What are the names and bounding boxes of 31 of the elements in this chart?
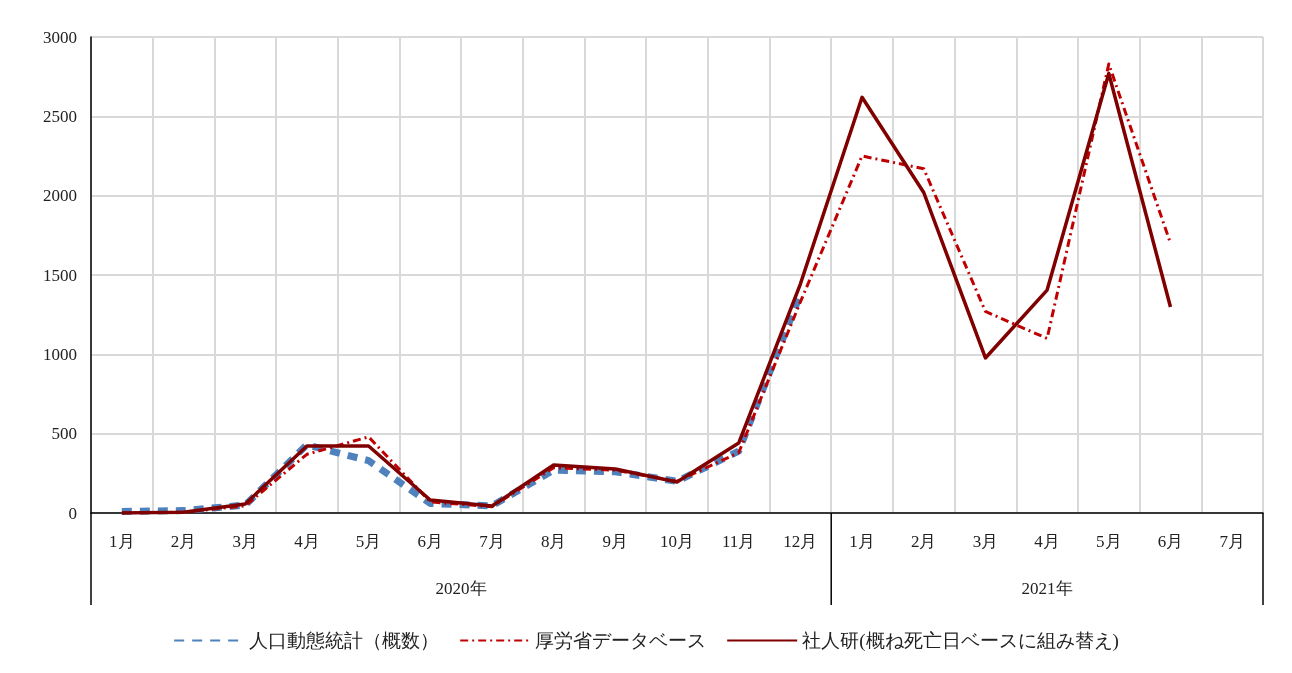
x-tick-label: 12月 bbox=[783, 532, 818, 551]
x-tick-label: 1月 bbox=[849, 532, 875, 551]
x-tick-label: 3月 bbox=[232, 532, 258, 551]
x-tick-label: 4月 bbox=[1034, 532, 1060, 551]
y-tick-label: 500 bbox=[51, 424, 77, 444]
x-tick-label: 10月 bbox=[660, 532, 694, 551]
x-tick-label: 8月 bbox=[540, 532, 567, 551]
x-tick-label: 2月 bbox=[910, 532, 937, 551]
x-tick-label: 9月 bbox=[602, 532, 629, 551]
legend-label: 厚労省データベース bbox=[535, 630, 707, 651]
legend-label: 人口動態統計（概数） bbox=[249, 630, 440, 651]
x-tick-label: 2月 bbox=[170, 532, 197, 551]
x-tick-label: 3月 bbox=[972, 532, 999, 551]
x-tick-label: 5月 bbox=[1096, 532, 1122, 551]
x-tick-label: 11月 bbox=[722, 532, 756, 551]
x-tick-label: 7月 bbox=[1219, 532, 1245, 551]
y-tick-label: 2500 bbox=[43, 106, 77, 126]
legend-label: 社人研(概ね死亡日ベースに組み替え) bbox=[802, 630, 1119, 652]
y-tick-label: 1500 bbox=[43, 265, 77, 285]
x-tick-label: 6月 bbox=[1157, 532, 1184, 551]
y-tick-label: 3000 bbox=[43, 27, 77, 47]
x-tick-label: 1月 bbox=[109, 532, 135, 551]
y-tick-label: 0 bbox=[68, 503, 77, 523]
x-tick-label: 4月 bbox=[294, 532, 320, 551]
text: 2021年 bbox=[1021, 578, 1073, 598]
y-tick-label: 1000 bbox=[43, 344, 77, 364]
x-tick-label: 7月 bbox=[479, 532, 505, 551]
y-tick-label: 2000 bbox=[43, 186, 77, 206]
text: 2020年 bbox=[435, 578, 487, 598]
x-tick-label: 6月 bbox=[417, 532, 444, 551]
x-tick-label: 5月 bbox=[355, 532, 382, 551]
